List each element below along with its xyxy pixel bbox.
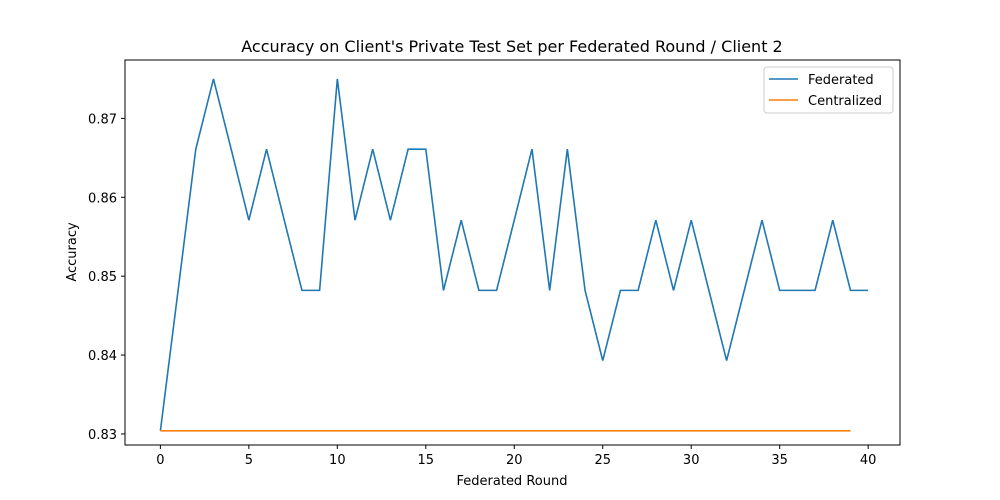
x-tick-label: 10 bbox=[329, 453, 346, 468]
y-axis: 0.83 0.84 0.85 0.86 0.87 bbox=[88, 112, 125, 443]
legend-label-federated: Federated bbox=[808, 73, 874, 88]
x-tick-label: 35 bbox=[771, 453, 788, 468]
legend-label-centralized: Centralized bbox=[808, 94, 882, 109]
y-axis-label: Accuracy bbox=[65, 222, 80, 282]
series-line-federated bbox=[159, 78, 869, 431]
x-tick-label: 40 bbox=[860, 453, 877, 468]
x-axis: 0 5 10 15 20 25 30 35 40 bbox=[156, 445, 876, 468]
x-tick-label: 5 bbox=[245, 453, 253, 468]
x-tick-label: 15 bbox=[418, 453, 435, 468]
plot-area-frame bbox=[124, 59, 901, 446]
legend: Federated Centralized bbox=[763, 66, 894, 114]
x-tick-label: 30 bbox=[683, 453, 700, 468]
chart-title: Accuracy on Client's Private Test Set pe… bbox=[241, 37, 782, 56]
y-tick-label: 0.84 bbox=[88, 349, 117, 364]
y-tick-label: 0.85 bbox=[88, 270, 117, 285]
y-tick-label: 0.83 bbox=[88, 428, 117, 443]
x-axis-label: Federated Round bbox=[457, 474, 568, 489]
x-tick-label: 20 bbox=[506, 453, 523, 468]
plot-lines bbox=[159, 78, 869, 432]
y-tick-label: 0.87 bbox=[88, 112, 117, 127]
y-tick-label: 0.86 bbox=[88, 191, 117, 206]
x-tick-label: 25 bbox=[594, 453, 611, 468]
x-tick-label: 0 bbox=[156, 453, 164, 468]
